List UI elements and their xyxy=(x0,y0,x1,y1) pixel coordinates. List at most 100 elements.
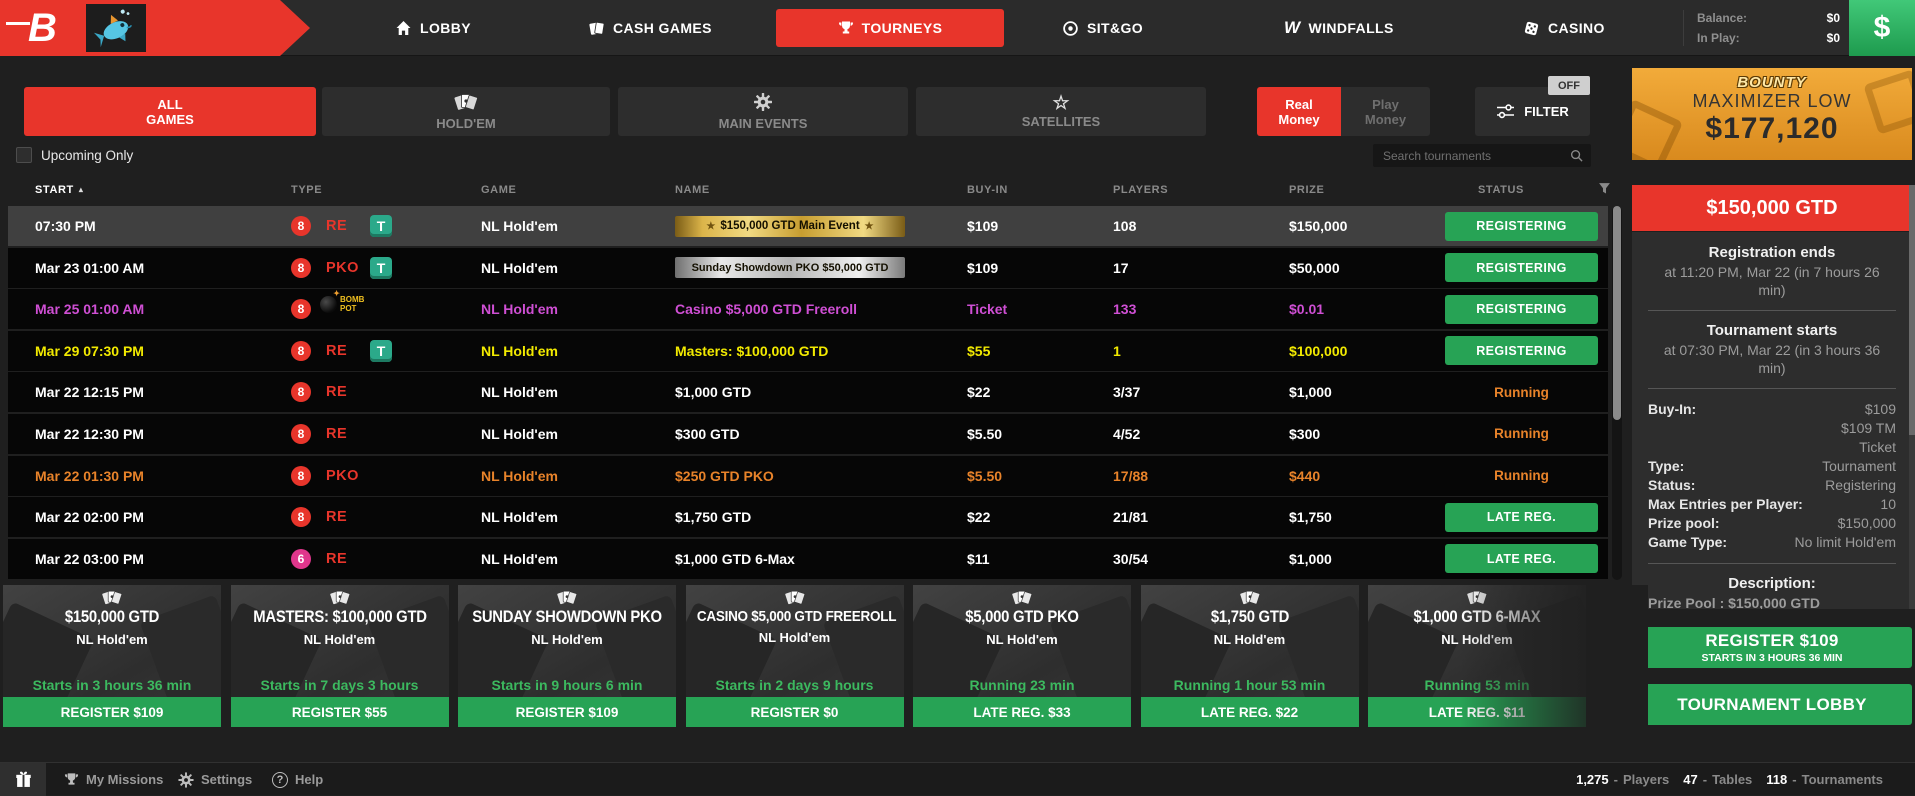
tournament-card[interactable]: $5,000 GTD PKO NL Hold'em Running 23 min… xyxy=(913,585,1131,727)
settings-button[interactable]: Settings xyxy=(178,763,252,796)
tether-icon: T xyxy=(370,215,392,237)
cashier-button[interactable]: $ xyxy=(1849,0,1915,56)
toggle-real-money[interactable]: Real Money xyxy=(1257,87,1341,136)
nav-casino[interactable]: CASINO xyxy=(1523,0,1605,56)
registering-button[interactable]: REGISTERING xyxy=(1445,253,1598,283)
help-button[interactable]: ? Help xyxy=(272,763,323,796)
table-row[interactable]: Mar 22 12:30 PM 8 RE NL Hold'em $300 GTD… xyxy=(8,413,1608,454)
search-input[interactable] xyxy=(1373,148,1570,163)
card-late-reg-button[interactable]: LATE REG. $11 xyxy=(1368,697,1586,727)
row-name: $1,750 GTD xyxy=(675,509,752,526)
nav-cash-games[interactable]: CASH GAMES xyxy=(588,0,712,56)
sidebar-scrollbar[interactable] xyxy=(1909,185,1915,609)
late-reg-button[interactable]: LATE REG. xyxy=(1445,544,1598,574)
card-register-button[interactable]: REGISTER $55 xyxy=(230,697,449,727)
card-register-button[interactable]: REGISTER $109 xyxy=(458,697,676,727)
column-buyin[interactable]: BUY-IN xyxy=(967,184,1008,196)
search-box[interactable] xyxy=(1373,144,1591,167)
column-game[interactable]: GAME xyxy=(481,184,517,196)
rewards-button[interactable] xyxy=(0,763,46,796)
card-late-reg-button[interactable]: LATE REG. $22 xyxy=(1140,697,1359,727)
filter-satellites[interactable]: ☆ SATELLITES xyxy=(916,87,1206,136)
tournament-card[interactable]: $1,000 GTD 6-MAX NL Hold'em Running 53 m… xyxy=(1368,585,1586,727)
nav-label: SIT&GO xyxy=(1087,20,1144,36)
tournament-info-panel[interactable]: Registration ends at 11:20 PM, Mar 22 (i… xyxy=(1632,232,1912,609)
dollar-icon: $ xyxy=(1873,11,1891,44)
column-filter-icon[interactable] xyxy=(1598,182,1611,200)
row-prize: $1,000 xyxy=(1289,550,1332,567)
tournament-card[interactable]: $1,750 GTD NL Hold'em Running 1 hour 53 … xyxy=(1140,585,1359,727)
column-start[interactable]: START xyxy=(35,184,83,196)
card-status: Running 23 min xyxy=(969,677,1075,693)
column-name[interactable]: NAME xyxy=(675,184,710,196)
tournament-card[interactable]: MASTERS: $100,000 GTD NL Hold'em Starts … xyxy=(230,585,449,727)
tether-icon: T xyxy=(370,256,392,279)
row-game: NL Hold'em xyxy=(481,259,558,276)
card-register-button[interactable]: REGISTER $0 xyxy=(685,697,904,727)
gear-medal-icon xyxy=(753,92,773,115)
registering-button[interactable]: REGISTERING xyxy=(1445,336,1598,366)
filter-label: MAIN EVENTS xyxy=(718,116,808,131)
upcoming-only-checkbox[interactable] xyxy=(16,147,32,163)
table-row[interactable]: Mar 22 03:00 PM 6 RE NL Hold'em $1,000 G… xyxy=(8,538,1608,579)
divider xyxy=(1648,563,1896,564)
register-sublabel: STARTS IN 3 HOURS 36 MIN xyxy=(1701,652,1843,664)
type-value: Tournament xyxy=(1822,458,1896,474)
register-button[interactable]: REGISTER $109 STARTS IN 3 HOURS 36 MIN xyxy=(1632,627,1912,668)
filter-main-events[interactable]: MAIN EVENTS xyxy=(618,87,908,136)
nav-label: CASINO xyxy=(1548,20,1605,36)
filter-label: FILTER xyxy=(1524,104,1569,119)
filter-off-badge: OFF xyxy=(1548,76,1590,95)
row-players: 30/54 xyxy=(1113,550,1149,567)
card-fan-icon xyxy=(3,585,221,606)
avatar[interactable] xyxy=(86,4,146,52)
table-row[interactable]: Mar 22 01:30 PM 8 PKO NL Hold'em $250 GT… xyxy=(8,455,1608,496)
card-late-reg-button[interactable]: LATE REG. $33 xyxy=(913,697,1131,727)
status-bar: My Missions Settings ? Help 1,275- Player… xyxy=(0,762,1915,796)
row-players: 17/88 xyxy=(1113,467,1149,484)
gear-icon xyxy=(178,771,194,788)
registering-button[interactable]: REGISTERING xyxy=(1445,211,1598,241)
sidebar-scrollbar-thumb[interactable] xyxy=(1909,185,1915,435)
registering-button[interactable]: REGISTERING xyxy=(1445,294,1598,324)
table-row[interactable]: Mar 22 12:15 PM 8 RE NL Hold'em $1,000 G… xyxy=(8,372,1608,413)
column-players[interactable]: PLAYERS xyxy=(1113,184,1169,196)
tournament-starts-title: Tournament starts xyxy=(1706,322,1838,339)
upcoming-only-toggle[interactable]: Upcoming Only xyxy=(16,147,133,163)
tournament-card[interactable]: SUNDAY SHOWDOWN PKO NL Hold'em Starts in… xyxy=(458,585,676,727)
nav-lobby[interactable]: LOBBY xyxy=(395,0,471,56)
card-register-button[interactable]: REGISTER $109 xyxy=(3,697,221,727)
card-status: Starts in 9 hours 6 min xyxy=(491,677,643,693)
table-row[interactable]: Mar 25 01:00 AM 8 BOMB POT NL Hold'em Ca… xyxy=(8,289,1608,330)
toggle-play-money[interactable]: Play Money xyxy=(1341,87,1430,136)
table-row[interactable]: 07:30 PM 8 RE T NL Hold'em $150,000 GTD … xyxy=(8,206,1608,246)
nav-tourneys-active[interactable]: TOURNEYS xyxy=(776,9,1004,47)
late-reg-button[interactable]: LATE REG. xyxy=(1445,502,1598,532)
column-type[interactable]: TYPE xyxy=(291,184,323,196)
filter-label: SATELLITES xyxy=(1021,113,1101,129)
table-scrollbar[interactable] xyxy=(1612,206,1622,580)
my-missions-button[interactable]: My Missions xyxy=(64,763,163,796)
balance-value: $0 xyxy=(1826,11,1840,25)
column-prize[interactable]: PRIZE xyxy=(1289,184,1325,196)
row-game: NL Hold'em xyxy=(481,467,558,484)
nav-windfalls[interactable]: W WINDFALLS xyxy=(1284,0,1394,56)
divider xyxy=(1648,310,1896,311)
row-start: Mar 23 01:00 AM xyxy=(35,259,145,276)
filter-button[interactable]: FILTER xyxy=(1475,87,1590,136)
table-row[interactable]: Mar 22 02:00 PM 8 RE NL Hold'em $1,750 G… xyxy=(8,497,1608,538)
table-scrollbar-thumb[interactable] xyxy=(1613,206,1621,420)
filter-all-games[interactable]: ALL GAMES xyxy=(24,87,316,136)
table-row[interactable]: Mar 23 01:00 AM 8 PKO T NL Hold'em Sunda… xyxy=(8,247,1608,288)
filter-holdem[interactable]: HOLD'EM xyxy=(322,87,610,136)
tournament-card[interactable]: $150,000 GTD NL Hold'em Starts in 3 hour… xyxy=(3,585,221,727)
bounty-maximizer-banner[interactable]: BOUNTY MAXIMIZER LOW $177,120 xyxy=(1632,68,1912,160)
nav-label: CASH GAMES xyxy=(613,20,712,36)
row-buyin: $11 xyxy=(967,550,990,567)
tournament-card[interactable]: CASINO $5,000 GTD FREEROLL NL Hold'em St… xyxy=(685,585,904,727)
nav-sitgo[interactable]: SIT&GO xyxy=(1062,0,1143,56)
table-row[interactable]: Mar 29 07:30 PM 8 RE T NL Hold'em Master… xyxy=(8,330,1608,371)
column-status[interactable]: STATUS xyxy=(1478,184,1524,196)
tournament-lobby-button[interactable]: TOURNAMENT LOBBY xyxy=(1632,684,1912,725)
row-name: Masters: $100,000 GTD xyxy=(675,342,829,359)
